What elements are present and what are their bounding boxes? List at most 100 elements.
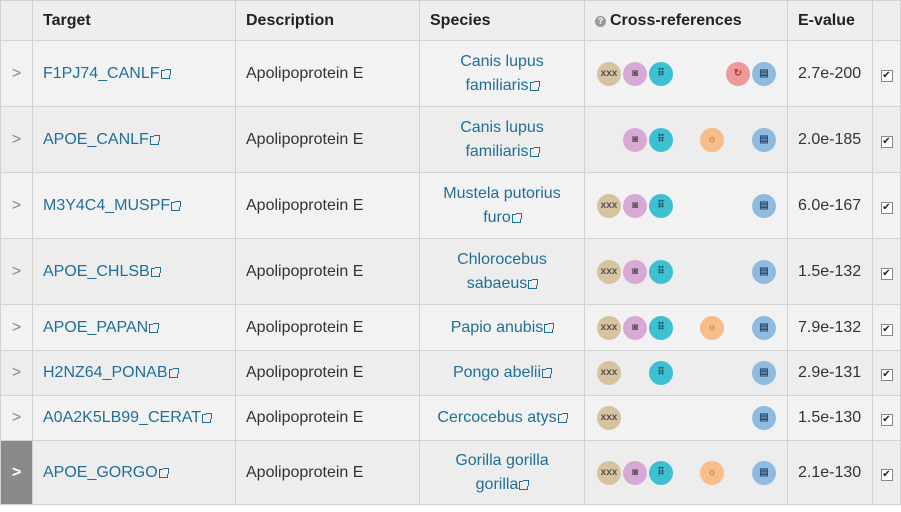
sun-icon[interactable]: ☼ bbox=[700, 460, 724, 485]
family-icon[interactable]: ⠿ bbox=[649, 61, 673, 86]
external-link-icon bbox=[149, 134, 160, 145]
document-icon[interactable]: ▤ bbox=[752, 406, 776, 430]
description-cell: Apolipoprotein E bbox=[235, 304, 420, 351]
target-link[interactable]: M3Y4C4_MUSPF bbox=[43, 196, 182, 214]
expand-row-toggle[interactable]: > bbox=[0, 395, 33, 441]
expand-row-toggle[interactable]: > bbox=[0, 238, 33, 305]
table-row[interactable]: > APOE_CANLF Apolipoprotein E Canis lupus fa… bbox=[0, 106, 901, 173]
family-icon[interactable]: ⠿ bbox=[649, 361, 673, 385]
structure-icon[interactable]: ◙ bbox=[623, 460, 647, 485]
target-link[interactable]: H2NZ64_PONAB bbox=[43, 364, 179, 381]
table-row[interactable]: > F1PJ74_CANLF Apolipoprotein E Canis lupus… bbox=[0, 40, 901, 107]
dna-icon[interactable]: xxx bbox=[597, 61, 621, 86]
select-checkbox[interactable]: ✔ bbox=[880, 201, 893, 214]
dna-icon[interactable]: xxx bbox=[597, 460, 621, 485]
xrefs-cell: xxx ◙ ⠿ ☼ ▤ bbox=[584, 304, 788, 351]
evalue-cell: 1.5e-132 bbox=[787, 238, 873, 305]
dna-icon[interactable]: xxx bbox=[597, 193, 621, 218]
structure-icon[interactable]: ◙ bbox=[623, 315, 647, 340]
select-checkbox[interactable]: ✔ bbox=[880, 267, 893, 280]
expand-row-toggle[interactable]: > bbox=[0, 440, 33, 505]
external-link-icon bbox=[542, 368, 553, 378]
target-label: M3Y4C4_MUSPF bbox=[43, 196, 171, 214]
sun-icon[interactable]: ☼ bbox=[700, 127, 724, 152]
species-header[interactable]: Species bbox=[419, 0, 585, 41]
target-link[interactable]: APOE_GORGO bbox=[43, 464, 169, 481]
document-icon[interactable]: ▤ bbox=[752, 127, 776, 152]
table-row[interactable]: > M3Y4C4_MUSPF Apolipoprotein E Mustela put… bbox=[0, 172, 901, 239]
dna-icon[interactable]: xxx bbox=[597, 259, 621, 284]
sun-icon[interactable]: ☼ bbox=[700, 315, 724, 340]
dna-icon[interactable]: xxx bbox=[597, 406, 621, 430]
expand-row-toggle[interactable]: > bbox=[0, 350, 33, 396]
species-line-2: gorilla bbox=[475, 475, 519, 493]
structure-icon[interactable]: ◙ bbox=[623, 127, 647, 152]
target-link[interactable]: APOE_CHLSB bbox=[43, 262, 161, 280]
table-row[interactable]: > A0A2K5LB99_CERAT Apolipoprotein E Cercoce… bbox=[0, 395, 901, 441]
select-checkbox[interactable]: ✔ bbox=[880, 414, 893, 426]
target-label: APOE_CHLSB bbox=[43, 262, 150, 280]
select-checkbox[interactable]: ✔ bbox=[880, 135, 893, 148]
document-icon[interactable]: ▤ bbox=[752, 315, 776, 340]
document-icon[interactable]: ▤ bbox=[752, 61, 776, 86]
species-link[interactable]: Pongo abelii bbox=[453, 364, 553, 381]
species-link[interactable]: Mustela putorius furo bbox=[443, 185, 560, 226]
family-icon[interactable]: ⠿ bbox=[649, 460, 673, 485]
table-row[interactable]: > APOE_GORGO Apolipoprotein E Gorilla goril… bbox=[0, 440, 901, 505]
xrefs-cell: xxx ◙ ⠿ ↻ ▤ bbox=[584, 40, 788, 107]
select-checkbox[interactable]: ✔ bbox=[880, 369, 893, 381]
expand-row-toggle[interactable]: > bbox=[0, 172, 33, 239]
dna-icon[interactable]: xxx bbox=[597, 315, 621, 340]
table-row[interactable]: > APOE_CHLSB Apolipoprotein E Chlorocebus sa… bbox=[0, 238, 901, 305]
family-icon[interactable]: ⠿ bbox=[649, 315, 673, 340]
species-link[interactable]: Papio anubis bbox=[451, 319, 555, 336]
select-checkbox[interactable]: ✔ bbox=[880, 69, 893, 82]
species-link[interactable]: Canis lupus familiaris bbox=[460, 53, 544, 94]
evalue-header[interactable]: E-value bbox=[787, 0, 873, 41]
help-icon[interactable]: ? bbox=[595, 15, 606, 27]
structure-icon[interactable]: ◙ bbox=[623, 259, 647, 284]
select-header bbox=[872, 0, 901, 41]
xrefs-cell: xxx ▤ bbox=[584, 395, 788, 441]
family-icon[interactable]: ⠿ bbox=[649, 193, 673, 218]
structure-icon[interactable]: ◙ bbox=[623, 61, 647, 86]
family-icon[interactable]: ⠿ bbox=[649, 127, 673, 152]
target-link[interactable]: APOE_PAPAN bbox=[43, 319, 160, 336]
target-link[interactable]: APOE_CANLF bbox=[43, 130, 160, 148]
species-link[interactable]: Cercocebus atys bbox=[437, 409, 568, 426]
family-icon[interactable]: ⠿ bbox=[649, 259, 673, 284]
target-header[interactable]: Target bbox=[32, 0, 236, 41]
external-link-icon bbox=[544, 322, 555, 333]
document-icon[interactable]: ▤ bbox=[752, 259, 776, 284]
description-cell: Apolipoprotein E bbox=[235, 172, 420, 239]
table-row[interactable]: > APOE_PAPAN Apolipoprotein E Papio anubis x… bbox=[0, 304, 901, 351]
description-cell: Apolipoprotein E bbox=[235, 350, 420, 396]
species-link[interactable]: Gorilla gorilla gorilla bbox=[455, 452, 548, 493]
table-row[interactable]: > H2NZ64_PONAB Apolipoprotein E Pongo abeli… bbox=[0, 350, 901, 396]
species-link[interactable]: Chlorocebus sabaeus bbox=[457, 251, 547, 292]
target-link[interactable]: F1PJ74_CANLF bbox=[43, 65, 171, 82]
external-link-icon bbox=[529, 146, 540, 157]
select-checkbox[interactable]: ✔ bbox=[880, 468, 893, 481]
document-icon[interactable]: ▤ bbox=[752, 193, 776, 218]
structure-icon[interactable]: ◙ bbox=[623, 193, 647, 218]
document-icon[interactable]: ▤ bbox=[752, 460, 776, 485]
cycle-icon[interactable]: ↻ bbox=[726, 61, 750, 86]
xrefs-header[interactable]: ? Cross-references bbox=[584, 0, 788, 41]
select-checkbox[interactable]: ✔ bbox=[880, 323, 893, 336]
species-line-1: Mustela putorius bbox=[443, 184, 561, 202]
target-link[interactable]: A0A2K5LB99_CERAT bbox=[43, 409, 213, 426]
expand-row-toggle[interactable]: > bbox=[0, 40, 33, 107]
document-icon[interactable]: ▤ bbox=[752, 361, 776, 385]
dna-icon[interactable]: xxx bbox=[597, 361, 621, 385]
expand-row-toggle[interactable]: > bbox=[0, 304, 33, 351]
external-link-icon bbox=[171, 200, 182, 211]
target-label: APOE_CANLF bbox=[43, 130, 149, 148]
evalue-cell: 2.7e-200 bbox=[787, 40, 873, 107]
description-header[interactable]: Description bbox=[235, 0, 420, 41]
xrefs-cell: xxx ◙ ⠿ ☼ ▤ bbox=[584, 440, 788, 505]
species-link[interactable]: Canis lupus familiaris bbox=[460, 119, 544, 160]
expand-row-toggle[interactable]: > bbox=[0, 106, 33, 173]
evalue-cell: 2.0e-185 bbox=[787, 106, 873, 173]
description-cell: Apolipoprotein E bbox=[235, 395, 420, 441]
